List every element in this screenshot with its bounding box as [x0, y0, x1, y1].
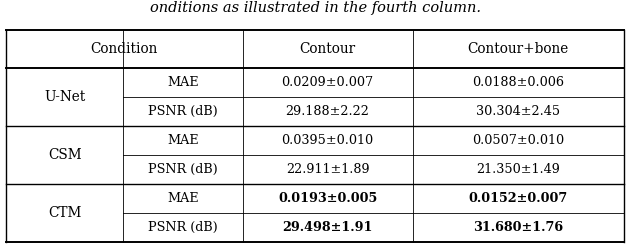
Text: MAE: MAE	[167, 134, 198, 147]
Text: 0.0188±0.006: 0.0188±0.006	[472, 76, 564, 89]
Text: 0.0507±0.010: 0.0507±0.010	[472, 134, 564, 147]
Text: 31.680±1.76: 31.680±1.76	[473, 221, 563, 234]
Text: CTM: CTM	[48, 206, 81, 220]
Text: 0.0395±0.010: 0.0395±0.010	[282, 134, 374, 147]
Text: Condition: Condition	[91, 42, 158, 56]
Text: 22.911±1.89: 22.911±1.89	[286, 163, 369, 176]
Text: PSNR (dB): PSNR (dB)	[148, 221, 217, 234]
Text: CSM: CSM	[48, 148, 81, 162]
Text: PSNR (dB): PSNR (dB)	[148, 105, 217, 118]
Text: Contour: Contour	[299, 42, 356, 56]
Text: Contour+bone: Contour+bone	[467, 42, 569, 56]
Text: MAE: MAE	[167, 76, 198, 89]
Text: 0.0209±0.007: 0.0209±0.007	[282, 76, 374, 89]
Text: U-Net: U-Net	[44, 90, 85, 104]
Text: PSNR (dB): PSNR (dB)	[148, 163, 217, 176]
Text: 30.304±2.45: 30.304±2.45	[476, 105, 560, 118]
Text: 21.350±1.49: 21.350±1.49	[476, 163, 560, 176]
Text: 29.188±2.22: 29.188±2.22	[285, 105, 370, 118]
Text: 0.0193±0.005: 0.0193±0.005	[278, 192, 377, 205]
Text: 0.0152±0.007: 0.0152±0.007	[469, 192, 568, 205]
Text: 29.498±1.91: 29.498±1.91	[282, 221, 373, 234]
Text: MAE: MAE	[167, 192, 198, 205]
Text: onditions as illustrated in the fourth column.: onditions as illustrated in the fourth c…	[149, 1, 481, 15]
